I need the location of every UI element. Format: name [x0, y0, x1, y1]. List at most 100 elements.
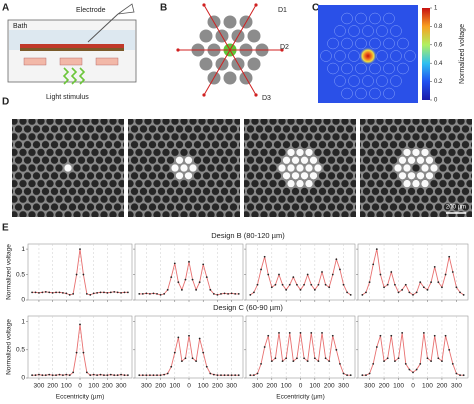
y-tick-label: 0	[21, 375, 25, 382]
data-point	[303, 357, 305, 360]
data-point	[216, 374, 219, 377]
data-point	[430, 281, 432, 284]
data-point	[285, 357, 288, 360]
data-point	[365, 374, 367, 377]
data-point	[34, 374, 37, 377]
panel-letter: E	[2, 223, 9, 234]
y-tick-label: 0.5	[16, 347, 25, 354]
y-tick-label: 0.5	[16, 271, 25, 278]
data-point	[68, 294, 71, 296]
lit-electrode	[425, 156, 434, 164]
data-point	[188, 260, 190, 263]
x-tick-label: 100	[309, 383, 320, 390]
lit-electrode	[416, 156, 425, 164]
data-point	[89, 374, 92, 377]
data-point	[103, 291, 105, 294]
lit-electrode	[291, 172, 300, 180]
electrode-outline	[355, 37, 367, 50]
data-point	[227, 292, 229, 295]
data-point	[288, 332, 291, 334]
data-point	[177, 281, 180, 284]
data-point	[270, 360, 273, 362]
electrode-outline	[334, 50, 346, 62]
data-point	[126, 374, 129, 377]
data-point	[448, 255, 451, 258]
x-tick-label: 100	[393, 383, 404, 390]
data-point	[141, 292, 144, 295]
data-point	[408, 368, 411, 371]
data-point	[205, 276, 208, 278]
lit-electrode	[296, 179, 304, 188]
data-point	[419, 363, 422, 365]
lit-electrode	[287, 179, 295, 188]
data-point	[55, 291, 57, 294]
data-point	[462, 294, 465, 296]
lit-electrode	[403, 148, 411, 157]
data-point	[375, 346, 378, 348]
data-point	[260, 268, 262, 271]
micrograph	[12, 119, 124, 217]
data-point	[422, 286, 425, 289]
label: Electrode	[76, 7, 106, 14]
data-point	[109, 373, 112, 376]
x-tick-label: 100	[281, 383, 292, 390]
panel-letter: D	[2, 97, 9, 108]
x-axis-label: Eccentricity (µm)	[56, 394, 105, 401]
electrode-outline	[320, 50, 332, 62]
electrode-outline	[355, 62, 367, 75]
lit-electrode	[189, 164, 197, 172]
x-axis-label: Eccentricity (µm)	[276, 394, 325, 401]
lit-electrode	[184, 156, 193, 164]
data-point	[306, 273, 309, 276]
panel-letter: A	[2, 3, 9, 14]
direction-axis	[203, 4, 257, 96]
data-point	[152, 374, 155, 377]
data-point	[58, 291, 61, 294]
colorbar-tick-label: 1	[434, 6, 438, 12]
data-point	[191, 278, 194, 281]
data-point	[274, 283, 277, 286]
data-point	[96, 291, 99, 294]
data-point	[223, 292, 226, 295]
data-point	[116, 374, 119, 377]
plot-frame	[134, 315, 244, 379]
electrode-outline	[341, 12, 353, 25]
data-point	[51, 291, 54, 294]
data-point	[281, 283, 284, 286]
data-point	[220, 374, 222, 377]
data-point	[397, 291, 400, 294]
micrograph	[244, 119, 356, 217]
data-point	[44, 374, 47, 377]
x-tick-label: 300	[226, 383, 237, 390]
data-point	[299, 288, 302, 291]
colorbar-tick-label: 0.4	[434, 61, 443, 67]
data-point	[159, 374, 162, 377]
data-point	[310, 283, 313, 286]
schematic	[7, 3, 137, 85]
data-point	[419, 281, 422, 284]
data-point	[223, 374, 226, 377]
electrode-outline	[334, 75, 346, 87]
data-point	[68, 374, 71, 377]
electrode-outline	[341, 62, 353, 75]
data-point	[278, 273, 280, 276]
data-point	[170, 365, 173, 368]
data-point	[85, 292, 88, 295]
row-title: Design C (60-90 µm)	[213, 303, 283, 312]
data-point	[72, 371, 75, 374]
electrode-outline	[390, 75, 402, 87]
x-tick-label: 0	[299, 383, 303, 390]
electrode-outline	[397, 62, 409, 75]
lit-electrode	[416, 172, 425, 180]
data-point	[342, 283, 345, 286]
data-point	[41, 374, 44, 377]
data-point	[180, 360, 183, 362]
micrograph	[128, 119, 240, 217]
lit-electrode	[309, 172, 318, 180]
electrode-outline	[334, 25, 346, 37]
data-point	[138, 292, 141, 295]
data-point	[202, 351, 205, 354]
lit-electrode	[407, 156, 416, 164]
x-tick-label: 200	[379, 383, 390, 390]
data-point	[149, 292, 151, 295]
